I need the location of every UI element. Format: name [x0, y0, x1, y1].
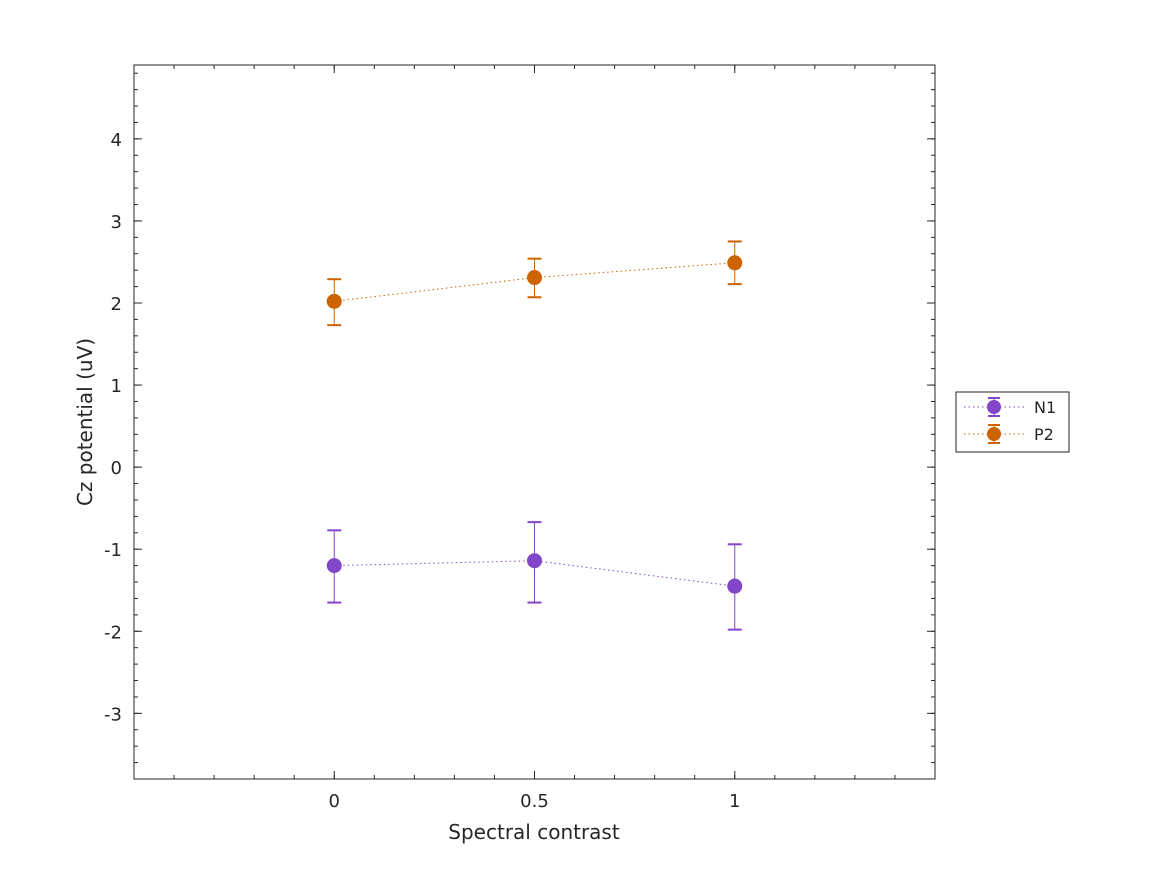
- legend-label: P2: [1034, 425, 1054, 444]
- plot-area: [326, 240, 743, 631]
- data-point: [326, 293, 342, 309]
- data-point: [727, 578, 743, 594]
- y-tick-label: 2: [111, 294, 122, 315]
- data-point: [527, 270, 542, 286]
- y-axis-label: Cz potential (uV): [73, 338, 97, 506]
- legend-marker: [987, 427, 1001, 441]
- y-tick-label: 4: [111, 130, 122, 151]
- data-point: [727, 255, 743, 271]
- y-tick-label: 1: [111, 376, 122, 397]
- y-tick-label: 3: [111, 212, 122, 233]
- data-point: [527, 553, 542, 569]
- legend-label: N1: [1034, 398, 1056, 417]
- axes-box: [133, 64, 936, 780]
- y-tick-label: 0: [111, 458, 122, 479]
- x-axis-label: Spectral contrast: [448, 820, 620, 844]
- y-tick-label: -2: [104, 622, 122, 643]
- x-tick-label: 0: [329, 791, 340, 812]
- data-point: [326, 558, 342, 574]
- y-tick-label: -3: [104, 704, 122, 725]
- y-tick-label: -1: [104, 540, 122, 561]
- axes: -3 -2 -1 0 1 2 3 4 0 0.5 1: [104, 64, 936, 812]
- series-p2: [326, 240, 743, 327]
- x-tick-label: 0.5: [520, 791, 549, 812]
- legend-item-n1: N1: [964, 397, 1056, 417]
- x-tick-label: 1: [729, 791, 740, 812]
- legend-marker: [987, 400, 1001, 414]
- series-n1: [326, 521, 743, 631]
- legend-item-p2: P2: [964, 424, 1054, 444]
